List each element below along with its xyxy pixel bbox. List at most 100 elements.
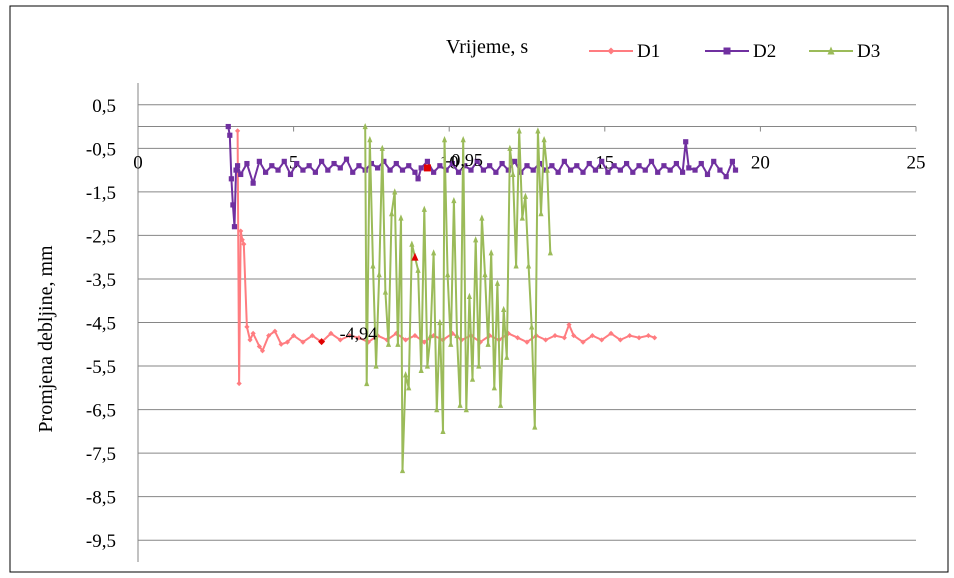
data-point-d1 <box>328 330 334 336</box>
data-point-d3 <box>473 236 479 243</box>
data-point-d2 <box>455 169 462 175</box>
data-point-d2 <box>636 163 642 169</box>
data-point-d3 <box>434 405 440 413</box>
data-point-d3 <box>479 214 485 221</box>
data-point-d3 <box>457 401 463 408</box>
y-tick-label: -6,5 <box>86 401 116 422</box>
data-point-d2 <box>238 171 244 178</box>
data-point-d2 <box>387 167 393 173</box>
data-point-d1 <box>627 332 633 339</box>
highlight-point-d2 <box>423 164 431 172</box>
data-point-d3 <box>445 271 451 278</box>
data-point-d3 <box>431 249 437 256</box>
y-tick-label: -3,5 <box>86 270 116 291</box>
legend-marker-d1 <box>607 47 615 55</box>
data-point-d2 <box>698 160 704 167</box>
y-tick-label: -8,5 <box>86 488 116 509</box>
data-point-d1 <box>561 335 567 341</box>
data-point-d2 <box>630 169 636 175</box>
data-point-d2 <box>437 163 443 169</box>
data-point-d2 <box>567 167 574 173</box>
data-point-d2 <box>431 169 437 175</box>
data-point-d2 <box>275 167 281 173</box>
data-point-d1 <box>256 343 262 350</box>
data-point-d1 <box>239 237 245 243</box>
data-point-d2 <box>331 160 337 167</box>
data-point-d3 <box>482 271 488 278</box>
data-point-d2 <box>599 158 605 164</box>
data-point-d2 <box>580 169 586 175</box>
data-point-d2 <box>474 158 480 164</box>
data-point-d1 <box>234 128 241 134</box>
data-point-d3 <box>541 136 547 143</box>
data-point-d1 <box>651 335 658 341</box>
data-point-d2 <box>667 167 673 173</box>
data-point-d3 <box>488 249 494 256</box>
data-point-d3 <box>395 340 401 347</box>
data-point-d1 <box>384 337 390 343</box>
data-point-d3 <box>415 266 421 273</box>
data-point-d2 <box>227 132 233 138</box>
data-point-d2 <box>424 158 431 164</box>
data-point-d2 <box>319 158 325 164</box>
data-point-d1 <box>543 337 549 343</box>
data-point-d1 <box>580 339 586 345</box>
data-point-d2 <box>717 167 723 173</box>
data-point-d3 <box>454 331 460 339</box>
data-point-d1 <box>291 332 297 339</box>
data-point-d2 <box>692 167 698 173</box>
data-point-d2 <box>723 174 729 180</box>
data-point-d2 <box>611 163 617 169</box>
data-point-d3 <box>448 340 454 347</box>
y-tick-label: -4,5 <box>86 314 116 335</box>
data-point-d2 <box>574 163 580 169</box>
data-point-d1 <box>589 332 595 339</box>
data-point-d2 <box>356 163 362 169</box>
data-point-d3 <box>535 127 541 134</box>
data-point-d1 <box>278 341 284 347</box>
data-point-d3 <box>364 379 370 387</box>
data-point-d3 <box>418 366 424 373</box>
data-point-d2 <box>406 163 412 169</box>
data-point-d3 <box>441 136 448 143</box>
y-tick-label: -5,5 <box>86 357 116 378</box>
data-point-d1 <box>244 324 250 330</box>
data-point-d3 <box>525 262 532 269</box>
data-point-d2 <box>287 171 294 178</box>
x-axis-title: Vrijeme, s <box>446 36 528 58</box>
data-point-d2 <box>256 158 262 164</box>
y-tick-label: -9,5 <box>86 531 116 552</box>
data-point-d1 <box>250 330 256 336</box>
data-point-d3 <box>497 401 504 408</box>
data-point-d3 <box>406 384 412 391</box>
highlight-point-d1 <box>318 338 326 346</box>
data-point-d3 <box>376 271 382 278</box>
data-point-d1 <box>284 339 290 345</box>
annotation-layer: -4,94 -0,95 <box>318 150 483 346</box>
data-point-d2 <box>655 169 661 175</box>
data-point-d2 <box>350 169 356 175</box>
data-point-d2 <box>648 158 655 164</box>
data-point-d2 <box>505 167 511 173</box>
data-point-d1 <box>421 339 427 345</box>
data-point-d3 <box>463 405 469 413</box>
data-point-d2 <box>683 139 689 145</box>
data-point-d2 <box>418 165 424 171</box>
data-point-d3 <box>516 127 522 134</box>
data-point-d2 <box>673 160 679 167</box>
data-point-d2 <box>375 165 381 171</box>
x-tick-label: 20 <box>751 153 770 174</box>
data-point-d3 <box>501 305 507 313</box>
x-tick-label: 5 <box>289 153 299 174</box>
data-point-d2 <box>530 167 536 173</box>
data-point-d1 <box>238 228 244 234</box>
data-point-d2 <box>711 158 717 164</box>
y-tick-label: 0,5 <box>92 96 116 117</box>
data-point-d2 <box>642 167 648 173</box>
data-point-d3 <box>538 210 544 217</box>
data-point-d2 <box>561 158 567 164</box>
data-point-d2 <box>511 158 518 164</box>
data-point-d2 <box>704 171 711 178</box>
data-point-d3 <box>466 292 473 299</box>
